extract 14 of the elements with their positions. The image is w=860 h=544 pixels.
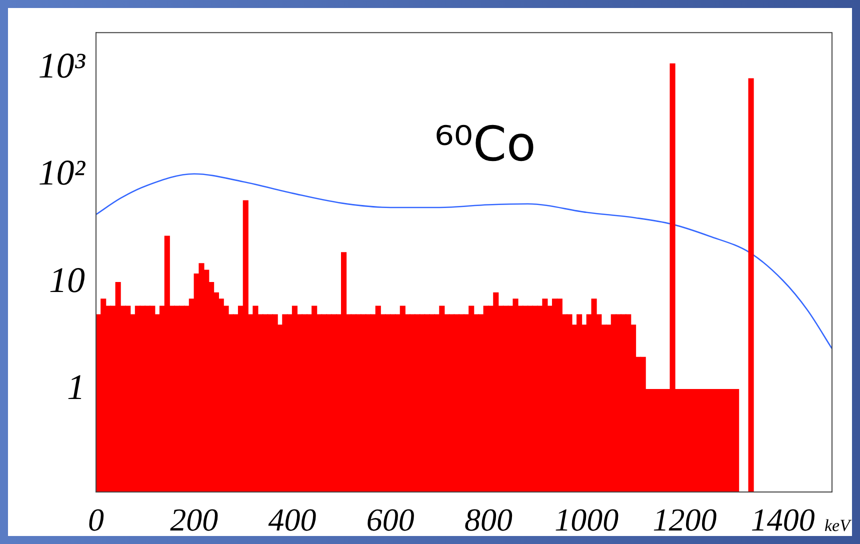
x-axis-title: keV bbox=[824, 516, 853, 535]
y-tick-label: 1 bbox=[67, 366, 85, 407]
y-tick-label: 10² bbox=[38, 152, 86, 193]
x-tick-label: 200 bbox=[170, 502, 218, 538]
annotation: ⁶⁰Co bbox=[434, 116, 536, 173]
x-tick-label: 0 bbox=[88, 502, 104, 538]
x-tick-label: 800 bbox=[464, 502, 513, 538]
x-tick-label: 1200 bbox=[652, 502, 717, 538]
x-tick-label: 1000 bbox=[554, 502, 619, 538]
x-tick-label: 1400 bbox=[750, 502, 815, 538]
x-tick-label: 400 bbox=[268, 502, 316, 538]
y-tick-label: 10 bbox=[49, 260, 85, 300]
y-tick-label: 10³ bbox=[38, 46, 86, 86]
x-tick-label: 600 bbox=[366, 502, 414, 538]
